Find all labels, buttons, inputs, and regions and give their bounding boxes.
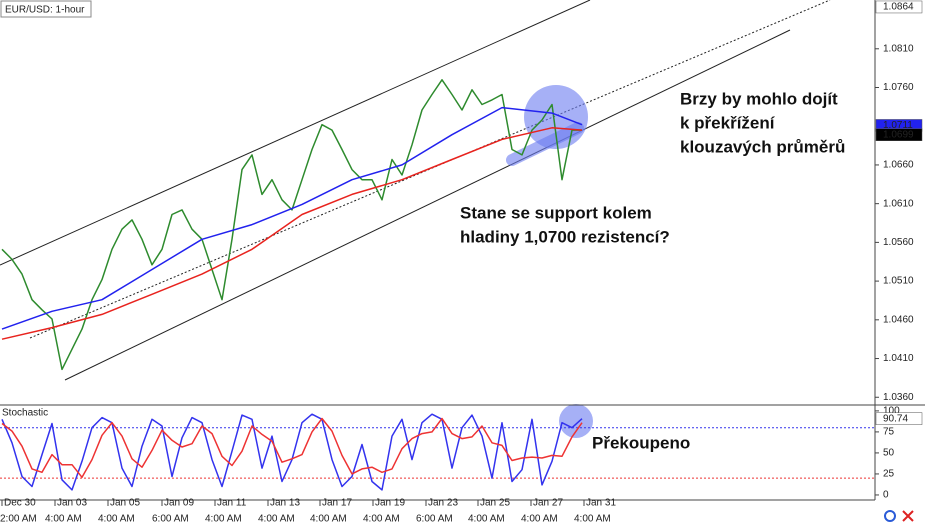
series-line [1,127,583,340]
x-tick-label: Jan 05 [110,498,140,509]
x-tick-label: Jan 23 [428,498,458,509]
y-tick-label: 1.0610 [883,198,914,209]
x-tick-label: Jan 31 [586,498,616,509]
y-tick-label: 1.0460 [883,314,914,325]
y-tick-label: 1.0660 [883,160,914,171]
x-tick-label: Dec 30 [4,498,36,509]
price-marker-label: 1.0699 [883,129,914,140]
price-marker [875,128,923,141]
x-tick-time: 4:00 AM [98,514,135,525]
price-marker [875,412,923,425]
x-tick-time: 4:00 AM [258,514,295,525]
x-tick-time: 2:00 AM [0,514,37,525]
price-marker [875,0,923,14]
x-tick-label: Jan 09 [164,498,194,509]
title-box [0,0,92,18]
y-tick-label: 1.0410 [883,353,914,364]
x-tick-label: Jan 11 [217,498,247,509]
annotation: Brzy by mohlo dojít [680,89,838,108]
price-marker-label: 1.0711 [883,120,913,131]
y-tick-label: 100 [883,406,900,417]
channel-middle [29,0,831,339]
annotation: k překřížení [680,113,776,132]
chart-title: EUR/USD: 1-hour [5,5,85,16]
icon [884,510,896,522]
overbought-highlight [559,404,593,438]
x-tick-label: Jan 19 [375,498,405,509]
series-line [1,417,583,479]
y-tick-label: 25 [883,469,895,480]
y-tick-label: 1.0810 [883,43,914,54]
panel-title: Stochastic [2,408,48,419]
annotation: Překoupeno [592,433,690,452]
y-tick-label: 1.0360 [883,392,914,403]
y-tick-label: 1.0510 [883,276,914,287]
x-tick-time: 4:00 AM [45,514,82,525]
x-tick-time: 6:00 AM [416,514,453,525]
x-tick-time: 4:00 AM [574,514,611,525]
x-tick-time: 4:00 AM [468,514,505,525]
x-tick-label: Jan 17 [322,498,352,509]
x-tick-label: Jan 13 [270,498,300,509]
annotation: klouzavých průměrů [680,137,845,156]
x-tick-time: 4:00 AM [363,514,400,525]
series-line [1,106,583,330]
series-line [1,413,583,491]
y-tick-label: 50 [883,448,895,459]
x-tick-time: 4:00 AM [310,514,347,525]
price-marker-label: 1.0864 [883,2,914,13]
series-line [1,79,582,371]
y-tick-label: 0 [883,490,889,501]
y-tick-label: 1.0560 [883,237,914,248]
footer-icons [884,510,914,522]
y-tick-label: 1.0760 [883,82,914,93]
price-marker-label: 90.74 [883,413,908,424]
y-tick-label: 75 [883,427,895,438]
x-tick-time: 4:00 AM [521,514,558,525]
annotation: Stane se support kolem [460,203,652,222]
channel-lower [64,29,791,381]
x-tick-time: 4:00 AM [205,514,242,525]
x-tick-label: Jan 25 [480,498,510,509]
icon [902,510,914,522]
x-tick-label: Jan 27 [533,498,563,509]
annotation: hladiny 1,0700 rezistencí? [460,227,670,246]
channel-upper [0,0,591,266]
x-tick-label: Jan 03 [57,498,87,509]
x-tick-time: 6:00 AM [152,514,189,525]
